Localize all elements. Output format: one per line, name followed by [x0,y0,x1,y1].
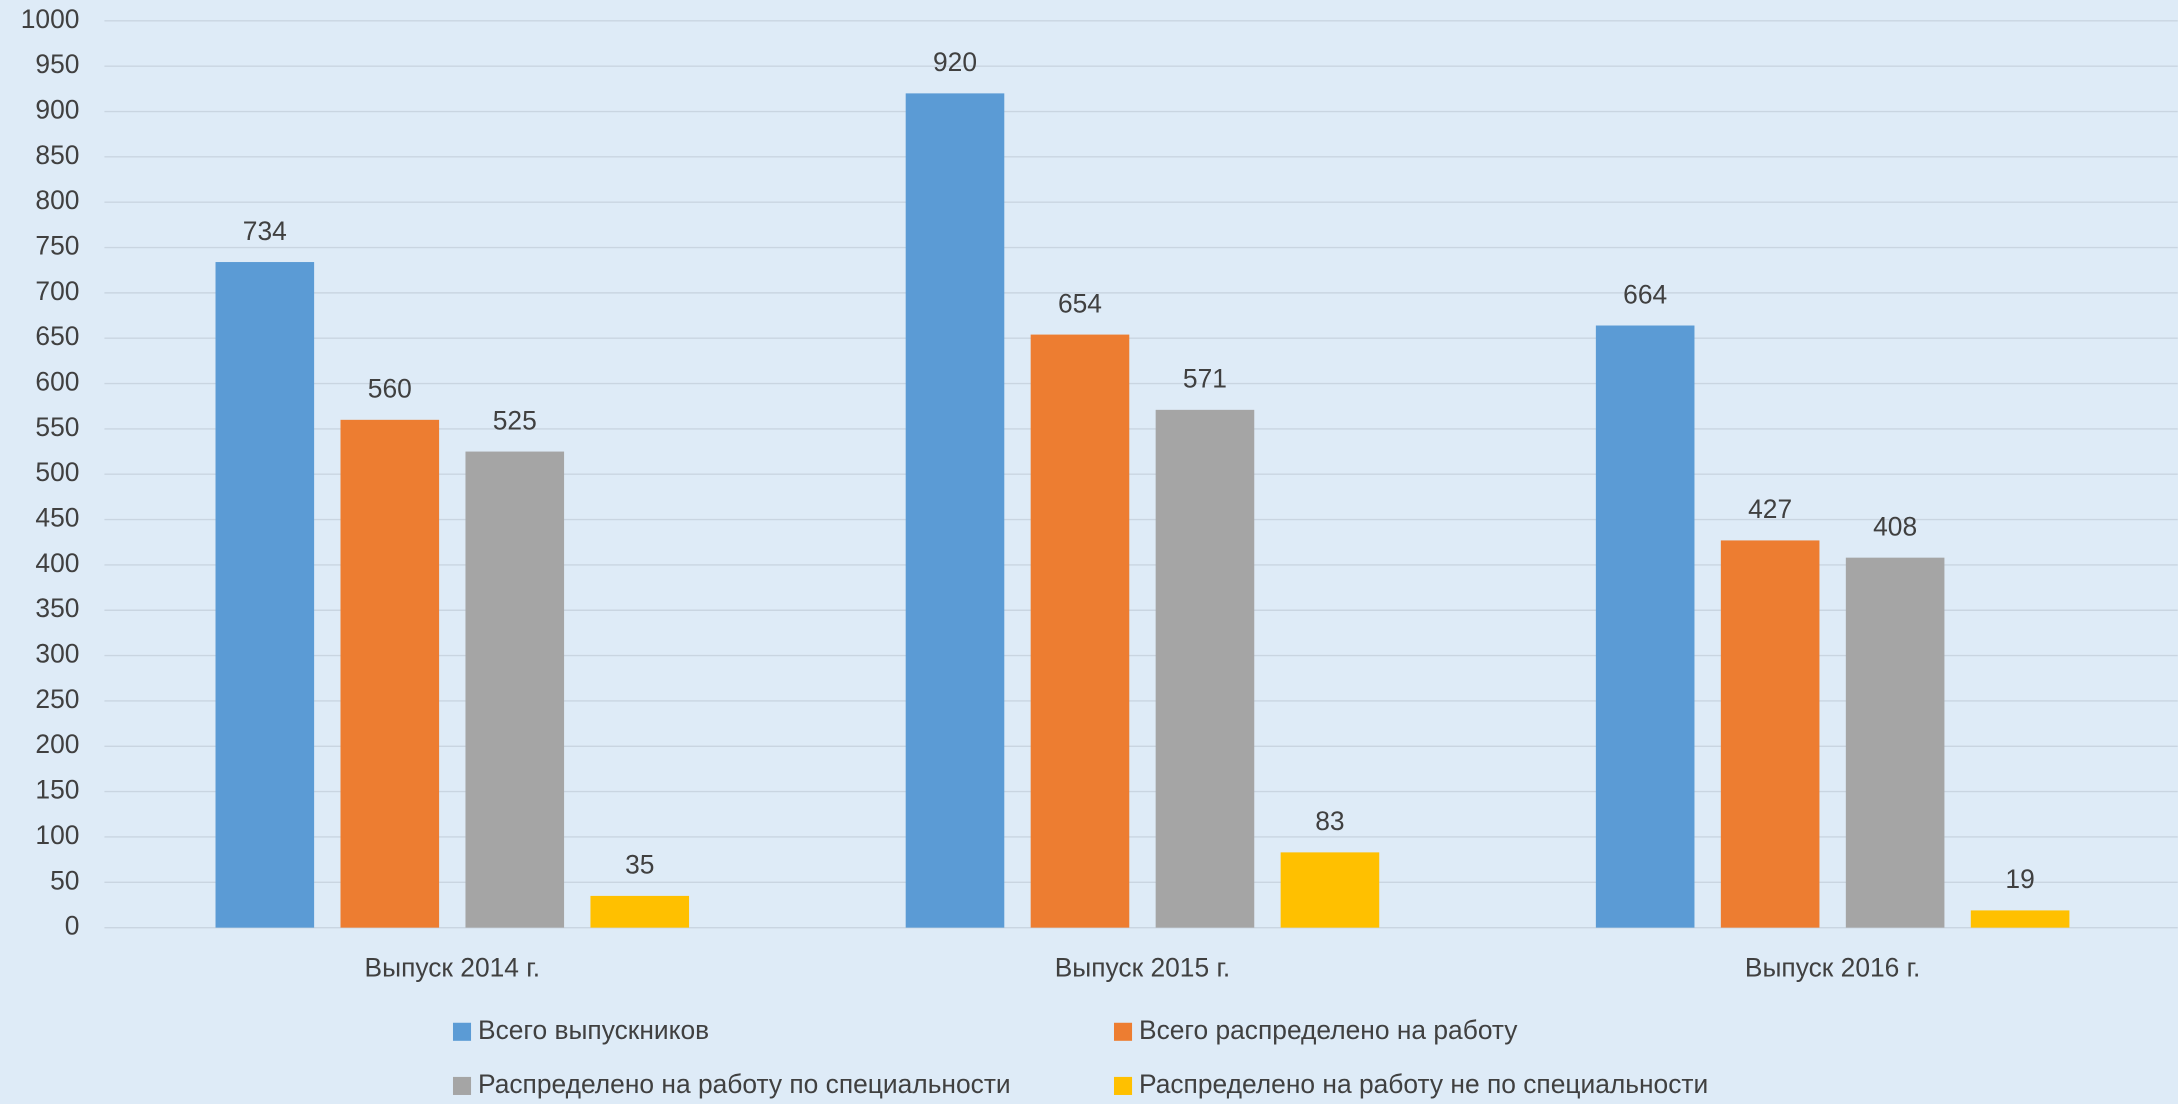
y-tick-label: 850 [35,140,79,170]
data-label: 571 [1183,364,1227,394]
y-tick-label: 0 [65,911,80,941]
y-tick-label: 400 [35,548,79,578]
bar [1970,910,2070,928]
legend-label: Всего распределено на работу [1139,1015,1518,1045]
y-tick-label: 300 [35,639,79,669]
data-label: 83 [1315,806,1344,836]
data-label: 525 [493,405,537,435]
data-label: 427 [1748,494,1792,524]
y-tick-label: 750 [35,231,79,261]
data-label: 560 [368,374,412,404]
legend-label: Распределено на работу по специальности [478,1069,1011,1099]
bar [1845,557,1945,928]
y-tick-label: 250 [35,684,79,714]
legend-label: Распределено на работу не по специальнос… [1139,1069,1708,1099]
x-tick-label: Выпуск 2014 г. [365,952,541,982]
data-label: 920 [933,47,977,77]
bar [1155,409,1255,928]
x-tick-label: Выпуск 2016 г. [1745,952,1921,982]
bar [590,895,690,928]
y-tick-label: 350 [35,593,79,623]
legend-swatch [1113,1076,1133,1095]
bar [1280,852,1380,928]
bar [1720,540,1820,928]
data-label: 734 [243,216,287,246]
data-label: 35 [625,850,654,880]
y-tick-label: 650 [35,321,79,351]
bar [215,262,315,928]
data-label: 408 [1873,511,1917,541]
y-tick-label: 500 [35,457,79,487]
data-label: 19 [2005,864,2034,894]
x-tick-label: Выпуск 2015 г. [1055,952,1231,982]
y-tick-label: 900 [35,94,79,124]
y-tick-label: 450 [35,503,79,533]
y-tick-label: 150 [35,775,79,805]
y-tick-label: 100 [35,820,79,850]
legend-swatch [1113,1022,1133,1041]
y-tick-label: 800 [35,185,79,215]
data-label: 654 [1058,288,1102,318]
bar [1595,325,1695,928]
legend-label: Всего выпускников [478,1015,709,1045]
legend-swatch [452,1076,472,1095]
y-tick-label: 200 [35,729,79,759]
bar [340,419,440,928]
bar [1030,334,1130,928]
y-tick-label: 50 [50,865,79,895]
y-tick-label: 700 [35,276,79,306]
data-label: 664 [1623,279,1667,309]
legend-swatch [452,1022,472,1041]
y-tick-label: 550 [35,412,79,442]
y-tick-label: 950 [35,49,79,79]
bar [905,93,1005,928]
y-tick-label: 1000 [21,4,80,34]
bar [465,451,565,928]
y-tick-label: 600 [35,367,79,397]
